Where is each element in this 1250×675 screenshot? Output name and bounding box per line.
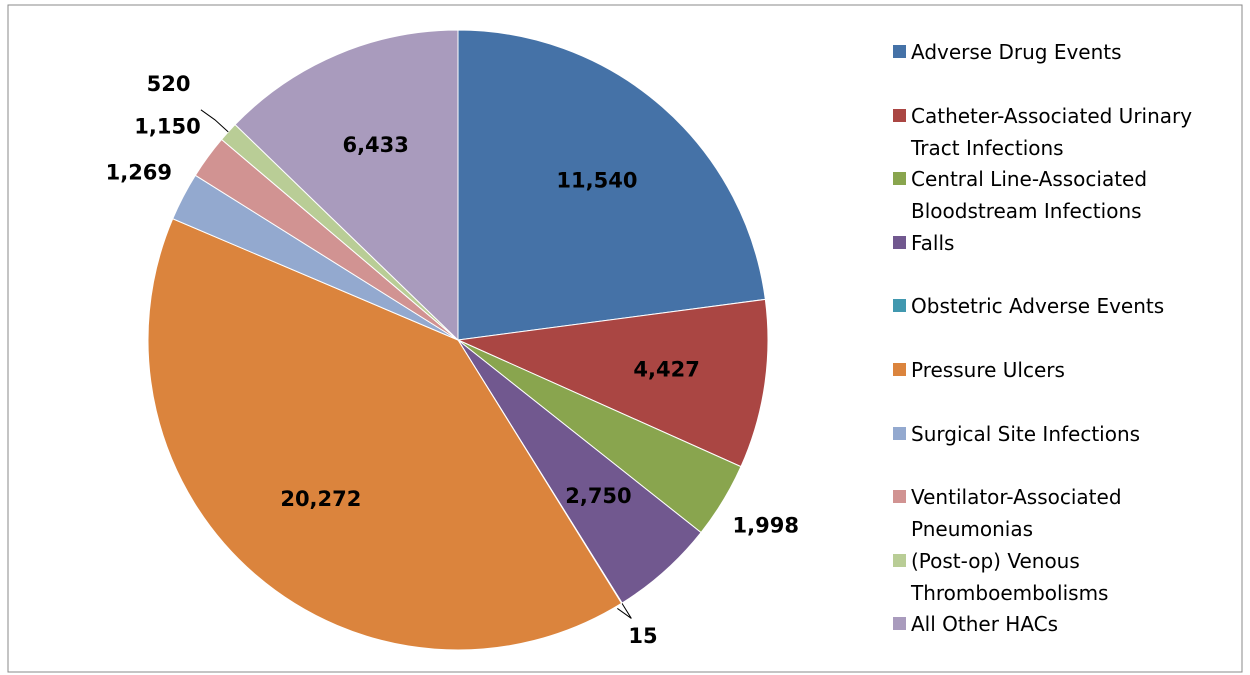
data-label: 1,998: [733, 514, 799, 538]
legend-swatch: [893, 553, 906, 567]
data-label: 4,427: [633, 357, 699, 381]
data-label: 1,150: [134, 114, 200, 138]
legend-swatch: [893, 363, 906, 376]
data-label: 2,750: [565, 484, 631, 508]
legend-swatch: [893, 235, 906, 249]
data-label: 1,269: [106, 160, 172, 184]
legend-item: (Post-op) Venous Thromboembolisms: [893, 545, 1193, 609]
legend-swatch: [893, 45, 906, 58]
legend-label: Obstetric Adverse Events: [911, 294, 1165, 319]
legend-label: (Post-op) Venous Thromboembolisms: [911, 548, 1109, 605]
legend-label: Ventilator-Associated Pneumonias: [911, 485, 1122, 542]
data-label: 520: [147, 72, 191, 96]
legend-swatch: [893, 172, 906, 186]
leader-line: [200, 109, 229, 133]
legend-label: Central Line-Associated Bloodstream Infe…: [911, 167, 1148, 224]
legend-swatch: [893, 299, 906, 313]
legend-label: All Other HACs: [911, 612, 1059, 637]
legend-item: Surgical Site Infections: [893, 418, 1193, 450]
leader-line: [617, 602, 632, 619]
legend-label: Adverse Drug Events: [911, 40, 1122, 64]
legend-item: All Other HACs: [893, 608, 1193, 640]
chart-frame: [7, 4, 1243, 673]
legend-item: Central Line-Associated Bloodstream Infe…: [893, 163, 1193, 227]
pie-slice: [456, 298, 769, 468]
legend-item: Adverse Drug Events: [893, 36, 1193, 68]
data-label: 20,272: [280, 487, 361, 511]
data-label: 6,433: [342, 133, 408, 157]
pie-slice: [147, 218, 623, 651]
legend-item: Ventilator-Associated Pneumonias: [893, 481, 1193, 545]
legend-item: Pressure Ulcers: [893, 354, 1193, 386]
legend-label: Pressure Ulcers: [911, 358, 1065, 382]
pie-slice: [234, 29, 459, 342]
legend-label: Catheter-Associated Urinary Tract Infect…: [911, 103, 1193, 160]
legend-item: Catheter-Associated Urinary Tract Infect…: [893, 100, 1193, 164]
pie-slice: [457, 29, 766, 341]
legend-item: Falls: [893, 227, 1193, 259]
legend-label: Falls: [911, 230, 955, 255]
legend-swatch: [893, 108, 906, 122]
data-label: 11,540: [556, 168, 637, 192]
legend-swatch: [893, 490, 906, 504]
legend-swatch: [893, 617, 906, 631]
legend-item: Obstetric Adverse Events: [893, 290, 1193, 322]
legend-label: Surgical Site Infections: [911, 421, 1141, 446]
legend-swatch: [893, 426, 906, 440]
data-label: 15: [628, 624, 657, 648]
